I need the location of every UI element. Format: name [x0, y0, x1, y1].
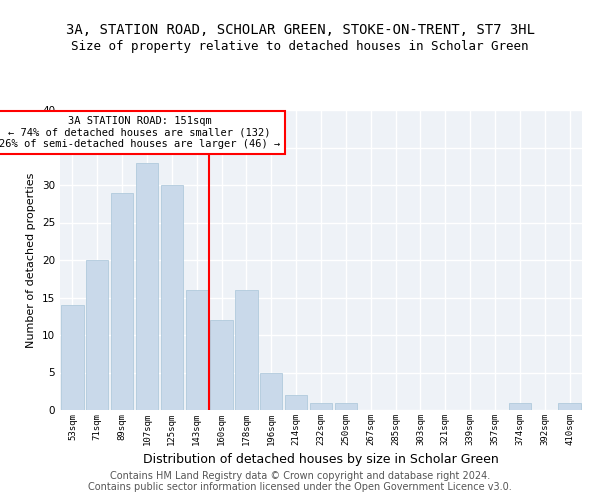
Bar: [335, 402, 357, 410]
Bar: [111, 192, 133, 410]
Bar: [185, 290, 208, 410]
Bar: [161, 185, 183, 410]
Text: 3A, STATION ROAD, SCHOLAR GREEN, STOKE-ON-TRENT, ST7 3HL: 3A, STATION ROAD, SCHOLAR GREEN, STOKE-O…: [65, 22, 535, 36]
Bar: [136, 162, 158, 410]
Bar: [285, 395, 307, 410]
Bar: [61, 305, 83, 410]
X-axis label: Distribution of detached houses by size in Scholar Green: Distribution of detached houses by size …: [143, 454, 499, 466]
Bar: [310, 402, 332, 410]
Bar: [211, 320, 233, 410]
Y-axis label: Number of detached properties: Number of detached properties: [26, 172, 37, 348]
Bar: [235, 290, 257, 410]
Text: Size of property relative to detached houses in Scholar Green: Size of property relative to detached ho…: [71, 40, 529, 53]
Text: Contains public sector information licensed under the Open Government Licence v3: Contains public sector information licen…: [88, 482, 512, 492]
Bar: [509, 402, 531, 410]
Bar: [260, 372, 283, 410]
Bar: [559, 402, 581, 410]
Text: 3A STATION ROAD: 151sqm
← 74% of detached houses are smaller (132)
26% of semi-d: 3A STATION ROAD: 151sqm ← 74% of detache…: [0, 116, 280, 149]
Text: Contains HM Land Registry data © Crown copyright and database right 2024.: Contains HM Land Registry data © Crown c…: [110, 471, 490, 481]
Bar: [86, 260, 109, 410]
